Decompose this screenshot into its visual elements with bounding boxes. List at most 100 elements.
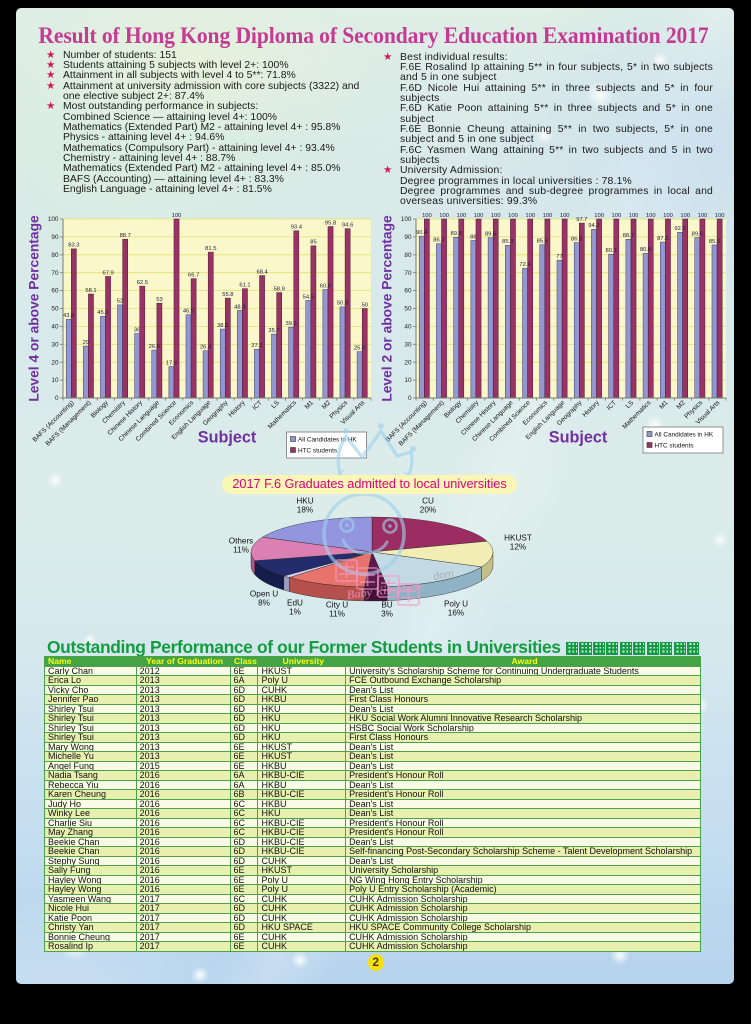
svg-text:38.5: 38.5 (217, 323, 228, 329)
svg-text:85.3: 85.3 (502, 239, 513, 245)
svg-text:All Candidates in HK: All Candidates in HK (655, 431, 714, 438)
svg-text:90.4: 90.4 (416, 230, 428, 236)
svg-text:100: 100 (525, 213, 535, 219)
svg-text:87.1: 87.1 (657, 236, 668, 242)
svg-text:60: 60 (51, 288, 59, 295)
svg-text:LS: LS (270, 399, 281, 410)
svg-text:50: 50 (404, 306, 412, 313)
svg-text:26.4: 26.4 (200, 345, 212, 351)
svg-text:29: 29 (83, 340, 89, 346)
svg-text:70: 70 (51, 270, 59, 277)
svg-text:89.6: 89.6 (485, 231, 496, 237)
svg-text:100: 100 (48, 216, 59, 223)
svg-text:100: 100 (172, 213, 182, 219)
svg-text:66.7: 66.7 (188, 272, 199, 278)
svg-text:ICT: ICT (606, 399, 618, 411)
svg-text:M2: M2 (321, 399, 333, 411)
svg-text:dom: dom (432, 568, 454, 583)
svg-text:100: 100 (560, 213, 570, 219)
svg-text:70: 70 (404, 270, 412, 277)
svg-text:60: 60 (404, 288, 412, 295)
svg-text:100: 100 (612, 213, 622, 219)
svg-text:39.6: 39.6 (285, 321, 296, 327)
svg-text:40: 40 (51, 324, 59, 331)
svg-text:10: 10 (404, 377, 412, 384)
svg-text:88.7: 88.7 (623, 233, 634, 239)
svg-text:30: 30 (51, 341, 59, 348)
svg-text:61.1: 61.1 (239, 282, 250, 288)
svg-text:60.6: 60.6 (320, 283, 331, 289)
svg-text:88.7: 88.7 (120, 233, 131, 239)
svg-text:50: 50 (362, 302, 368, 308)
svg-text:HKUST: HKUST (504, 534, 532, 543)
svg-text:85: 85 (310, 240, 316, 246)
svg-text:53: 53 (156, 297, 162, 303)
svg-text:80: 80 (404, 252, 412, 259)
svg-text:100: 100 (439, 213, 449, 219)
svg-text:HTC students: HTC students (298, 447, 337, 454)
svg-text:100: 100 (457, 213, 467, 219)
svg-text:90: 90 (404, 234, 412, 241)
svg-text:94.6: 94.6 (342, 222, 353, 228)
svg-text:EdU: EdU (287, 599, 303, 608)
svg-text:BU: BU (381, 601, 392, 610)
svg-text:85.6: 85.6 (537, 239, 548, 245)
svg-text:History: History (227, 399, 247, 419)
svg-text:86.8: 86.8 (571, 236, 582, 242)
svg-text:11%: 11% (329, 610, 345, 619)
svg-text:88: 88 (470, 234, 476, 240)
svg-text:LS: LS (625, 399, 636, 410)
svg-text:0: 0 (408, 395, 412, 402)
svg-text:20: 20 (51, 359, 59, 366)
svg-text:History: History (581, 399, 601, 419)
svg-text:50.9: 50.9 (337, 301, 348, 307)
svg-text:80.3: 80.3 (605, 248, 616, 254)
svg-text:20%: 20% (420, 506, 436, 515)
svg-text:100: 100 (629, 213, 639, 219)
svg-text:Open U: Open U (250, 590, 278, 599)
svg-text:3%: 3% (381, 610, 393, 619)
svg-text:100: 100 (646, 213, 656, 219)
svg-text:11%: 11% (233, 546, 249, 555)
svg-text:100: 100 (680, 213, 690, 219)
svg-text:68.4: 68.4 (256, 269, 268, 275)
svg-text:58.1: 58.1 (85, 288, 96, 294)
svg-text:50: 50 (51, 306, 59, 313)
svg-text:48.9: 48.9 (234, 304, 245, 310)
svg-text:All Candidates in HK: All Candidates in HK (298, 436, 357, 443)
svg-text:100: 100 (508, 213, 518, 219)
svg-text:40: 40 (404, 324, 412, 331)
svg-text:77: 77 (556, 254, 562, 260)
svg-text:100: 100 (422, 213, 432, 219)
svg-text:26.8: 26.8 (149, 344, 160, 350)
svg-text:93.4: 93.4 (291, 225, 303, 231)
svg-text:35.7: 35.7 (268, 328, 279, 334)
svg-text:100: 100 (491, 213, 501, 219)
svg-text:HKU: HKU (296, 497, 313, 506)
svg-text:83.3: 83.3 (68, 243, 79, 249)
svg-text:Level 2 or above Percentage: Level 2 or above Percentage (380, 215, 395, 402)
svg-text:62.5: 62.5 (137, 280, 148, 286)
svg-text:City U: City U (326, 601, 348, 610)
svg-text:30: 30 (404, 341, 412, 348)
svg-text:45.6: 45.6 (97, 310, 108, 316)
svg-text:89.6: 89.6 (692, 231, 703, 237)
svg-text:97.7: 97.7 (576, 217, 587, 223)
svg-text:92.6: 92.6 (674, 226, 685, 232)
svg-text:8%: 8% (258, 599, 270, 608)
svg-text:80: 80 (51, 252, 59, 259)
svg-text:94.2: 94.2 (588, 223, 599, 229)
svg-text:86.2: 86.2 (433, 238, 444, 244)
svg-text:95.8: 95.8 (325, 220, 336, 226)
svg-text:ICT: ICT (251, 399, 263, 411)
svg-text:Level 4 or above Percentage: Level 4 or above Percentage (27, 215, 42, 402)
svg-text:90: 90 (51, 234, 59, 241)
svg-text:100: 100 (715, 213, 725, 219)
svg-text:20: 20 (404, 359, 412, 366)
svg-text:100: 100 (543, 213, 553, 219)
svg-text:67.9: 67.9 (102, 270, 113, 276)
svg-text:M2: M2 (675, 399, 687, 411)
svg-text:M1: M1 (304, 399, 316, 411)
svg-text:27.2: 27.2 (251, 343, 262, 349)
svg-text:CU: CU (422, 497, 434, 506)
